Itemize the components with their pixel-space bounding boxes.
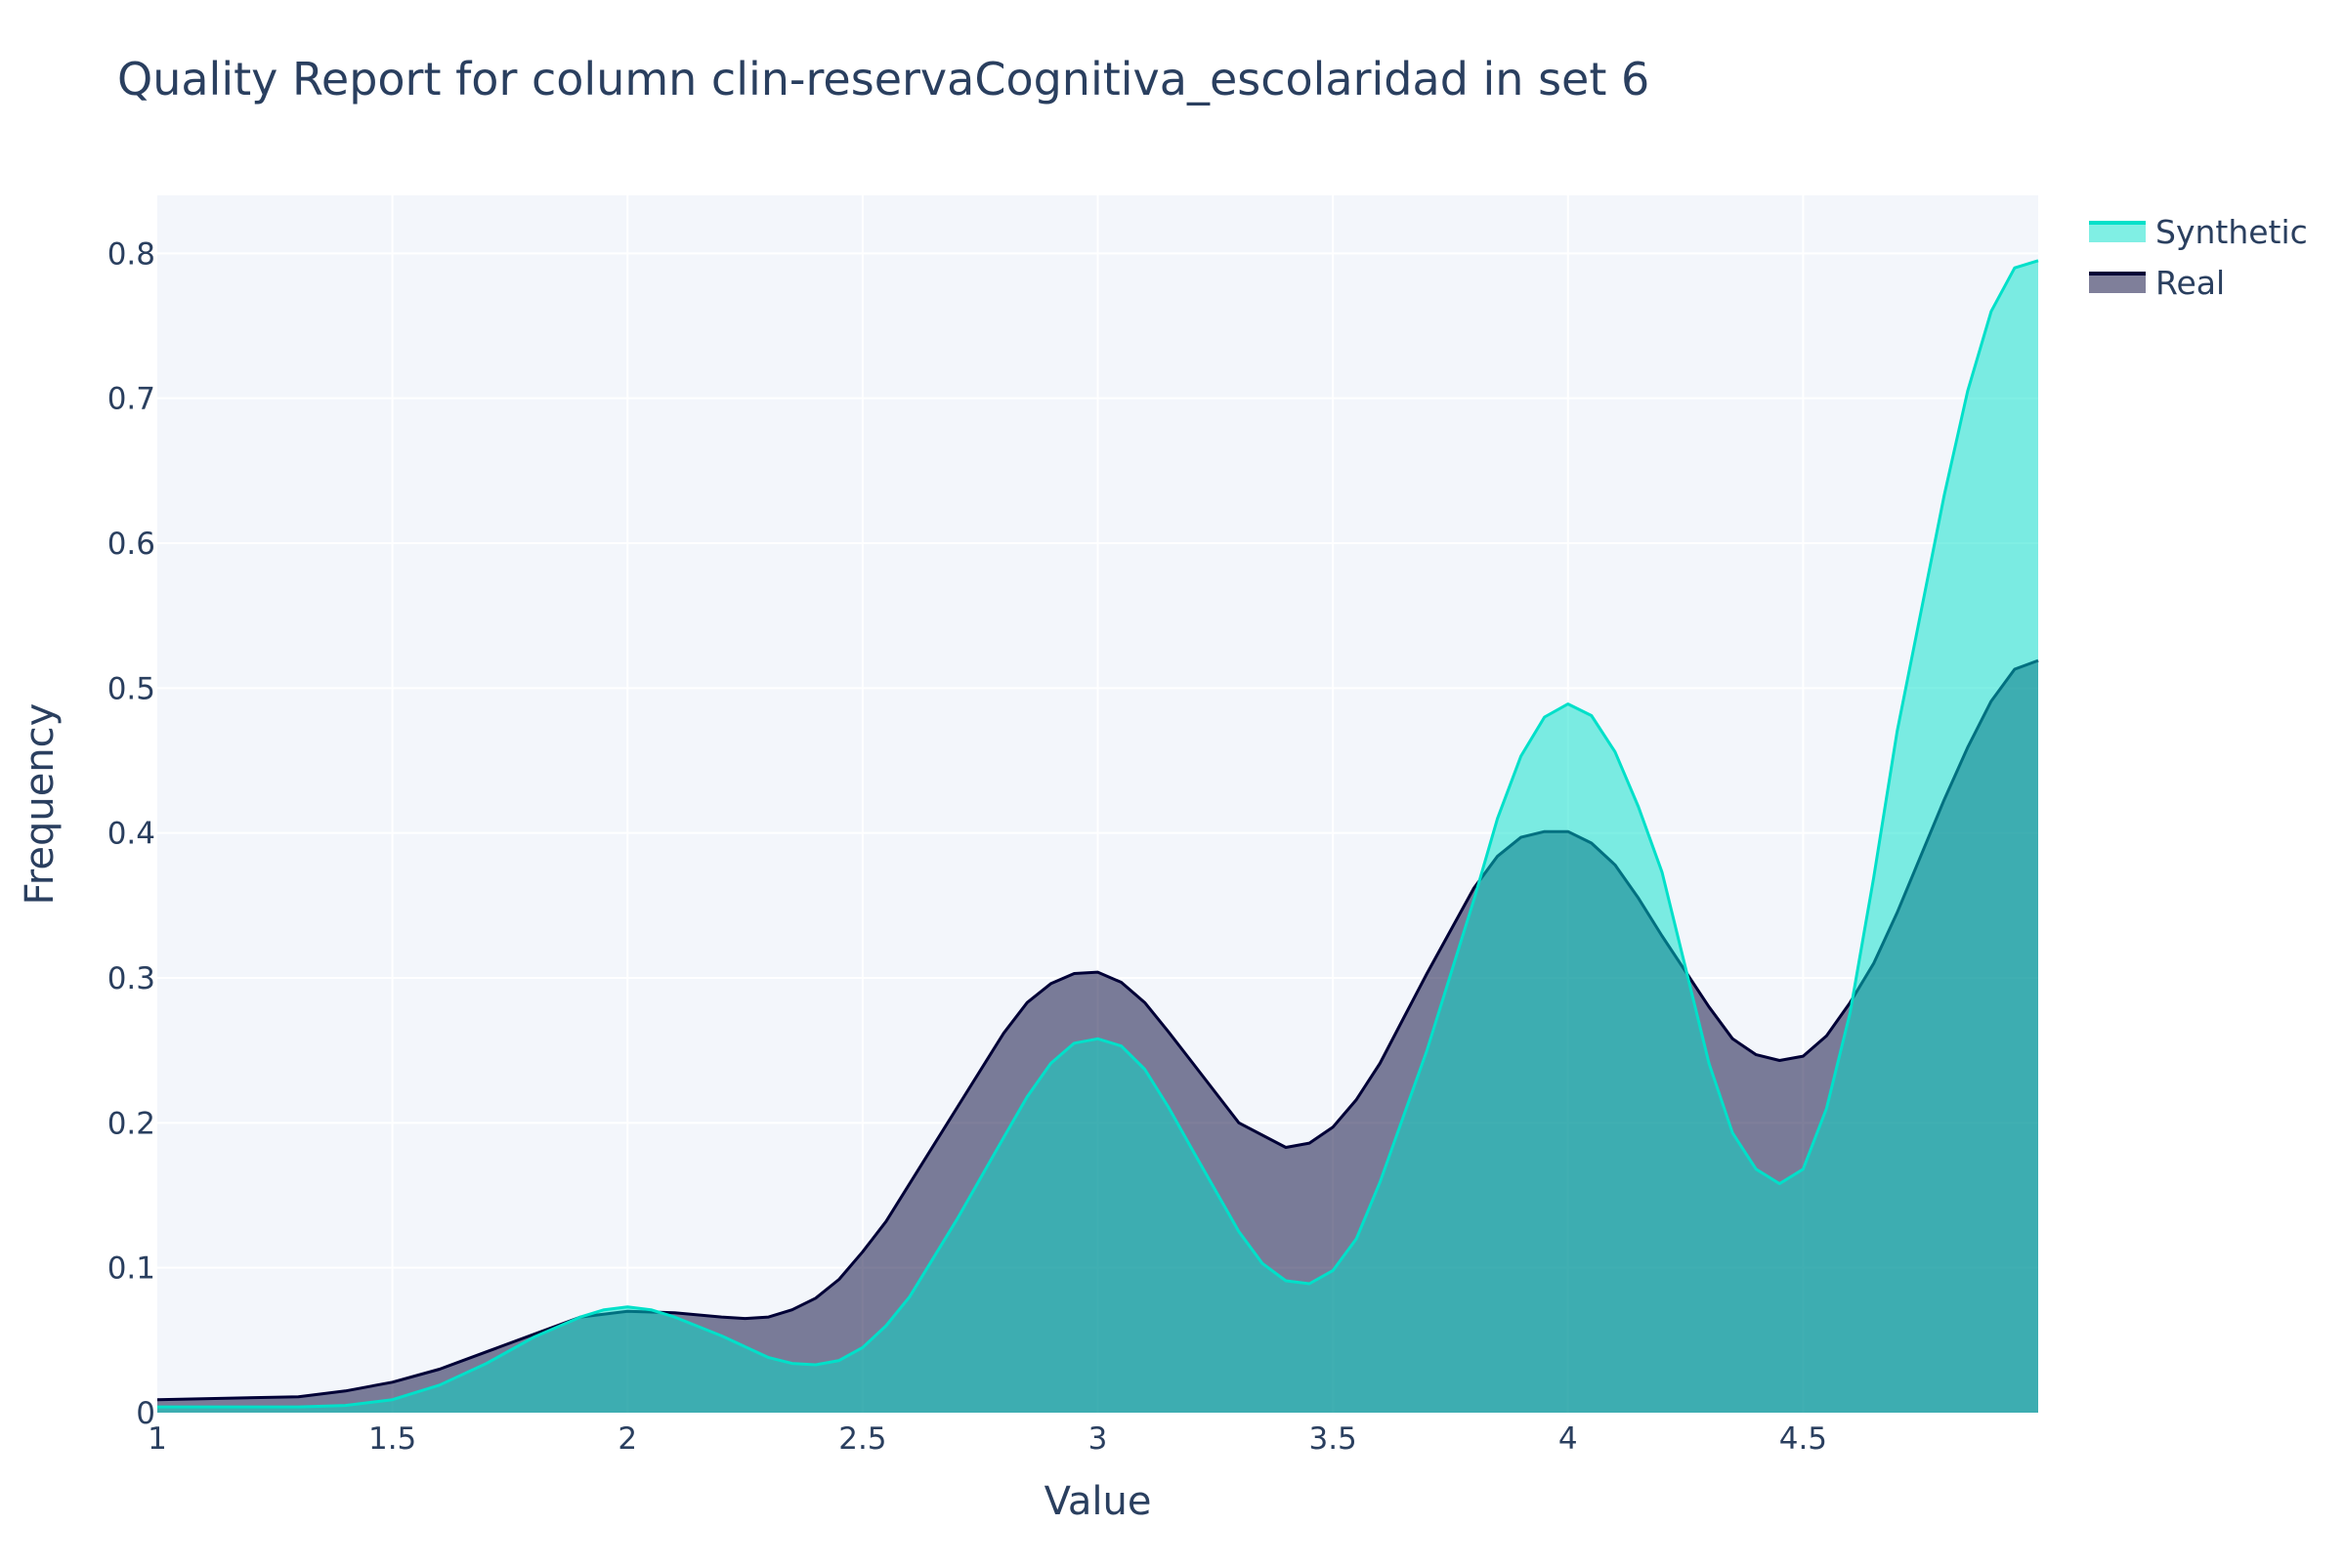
legend: Synthetic Real (2089, 213, 2308, 302)
x-axis-title: Value (1045, 1479, 1152, 1524)
legend-item-synthetic[interactable]: Synthetic (2089, 213, 2308, 251)
area-synthetic (157, 260, 2038, 1413)
y-tick-label: 0 (136, 1396, 155, 1431)
x-tick-label: 4.5 (1779, 1421, 1827, 1457)
y-tick-label: 0.1 (107, 1251, 155, 1287)
y-tick-label: 0.4 (107, 817, 155, 852)
x-tick-label: 4 (1558, 1421, 1578, 1457)
series-synthetic (157, 259, 2039, 1413)
y-axis-title: Frequency (18, 703, 63, 906)
y-tick-label: 0.8 (107, 236, 155, 272)
legend-item-real[interactable]: Real (2089, 264, 2225, 302)
x-tick-label: 1.5 (368, 1421, 416, 1457)
x-tick-label: 1 (148, 1421, 167, 1457)
legend-swatch (2089, 223, 2146, 242)
line-real (156, 658, 2039, 1402)
y-tick-label: 0.2 (107, 1106, 155, 1141)
x-tick-label: 3.5 (1308, 1421, 1356, 1457)
chart-title: Quality Report for column clin-reservaCo… (117, 53, 1649, 106)
x-tick-label: 2 (618, 1421, 637, 1457)
y-tick-label: 0.3 (107, 961, 155, 996)
line-synthetic (157, 259, 2039, 1409)
y-tick-label: 0.5 (107, 671, 155, 706)
axes: 1 1.5 2 2.5 3 3.5 4 4.5 0 0.1 0.2 0.3 0.4 0.5 0.6 0.7 0.… (107, 236, 1827, 1457)
legend-label: Real (2155, 264, 2225, 302)
x-tick-label: 3 (1088, 1421, 1108, 1457)
x-tick-label: 2.5 (838, 1421, 886, 1457)
y-tick-label: 0.6 (107, 527, 155, 562)
legend-swatch (2089, 274, 2146, 293)
legend-label: Synthetic (2155, 213, 2308, 251)
y-tick-label: 0.7 (107, 382, 155, 417)
series-layer (156, 259, 2039, 1413)
